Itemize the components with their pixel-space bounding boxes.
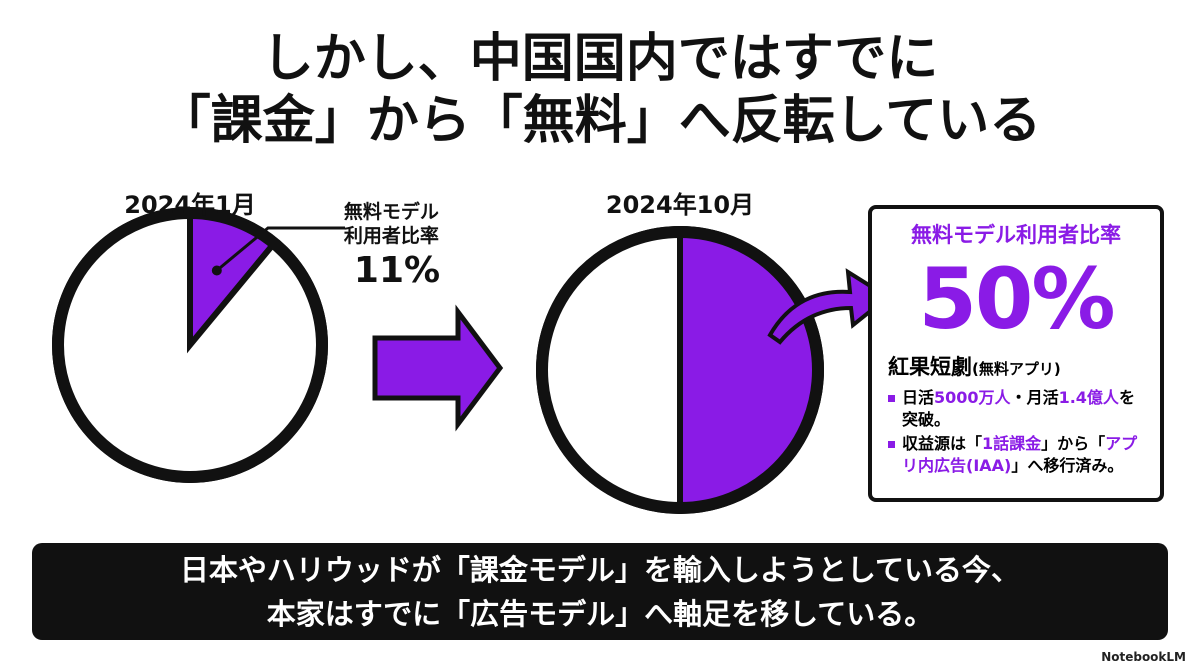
bullet-text: 収益源は「 <box>902 434 983 453</box>
bullet-text: を突破。 <box>902 388 1135 429</box>
title-line: しかし、中国国内ではすでに <box>261 29 939 89</box>
bullet-text: 」へ移行済み。 <box>1011 456 1124 475</box>
bullet-text: ・月活 <box>1010 388 1059 407</box>
bullets: 日活5000万人・月活1.4億人を突破。 収益源は「1話課金」から「アプリ内広告(… <box>888 387 1144 477</box>
bullet: 日活5000万人・月活1.4億人を突破。 <box>888 387 1144 431</box>
pie-border <box>536 226 824 514</box>
app-name: 紅果短劇(無料アプリ) <box>888 351 1144 381</box>
bullet-emphasis: 1話課金 <box>982 434 1042 453</box>
bullet-emphasis: アプリ内広告(IAA) <box>902 434 1138 475</box>
bullet-emphasis: 5000万人 <box>934 388 1011 407</box>
arrow <box>372 304 504 432</box>
value-label: 11% <box>353 250 441 291</box>
bullet-text: 日活 <box>902 388 935 407</box>
value-label: 50% <box>918 250 1115 348</box>
pie-title: 2024年10月 <box>605 191 755 219</box>
callout: 無料モデル利用者比率 50% 紅果短劇(無料アプリ) 日活5000万人・月活1.… <box>868 205 1164 502</box>
pie-slice <box>677 228 821 512</box>
app: 紅果短劇 <box>888 355 972 379</box>
pie-border <box>52 207 328 483</box>
banner-line: 本家はすでに「広告モデル」へ軸足を移している。 <box>266 597 934 631</box>
slice-label: 無料モデル利用者比率 <box>343 201 439 247</box>
banner-line: 日本やハリウッドが「課金モデル」を輸入しようとしている今、 <box>179 553 1021 587</box>
pie-slice <box>539 228 683 512</box>
bullet-text: 」から「 <box>1041 434 1106 453</box>
leader-line <box>215 226 345 272</box>
banner: 日本やハリウッドが「課金モデル」を輸入しようとしている今、 本家はすでに「広告モデ… <box>32 543 1168 640</box>
app-note: (無料アプリ) <box>972 360 1061 378</box>
bullet: 収益源は「1話課金」から「アプリ内広告(IAA)」へ移行済み。 <box>888 433 1144 477</box>
bullet-emphasis: 1.4億人 <box>1058 388 1119 407</box>
title-line: 「課金」から「無料」へ反転している <box>158 91 1042 151</box>
pie-title: 2024年1月 <box>124 191 256 219</box>
callout-label: 無料モデル利用者比率 <box>911 223 1121 247</box>
title: しかし、中国国内ではすでに 「課金」から「無料」へ反転している <box>0 28 1200 152</box>
logo: NotebookLM <box>1101 650 1186 664</box>
